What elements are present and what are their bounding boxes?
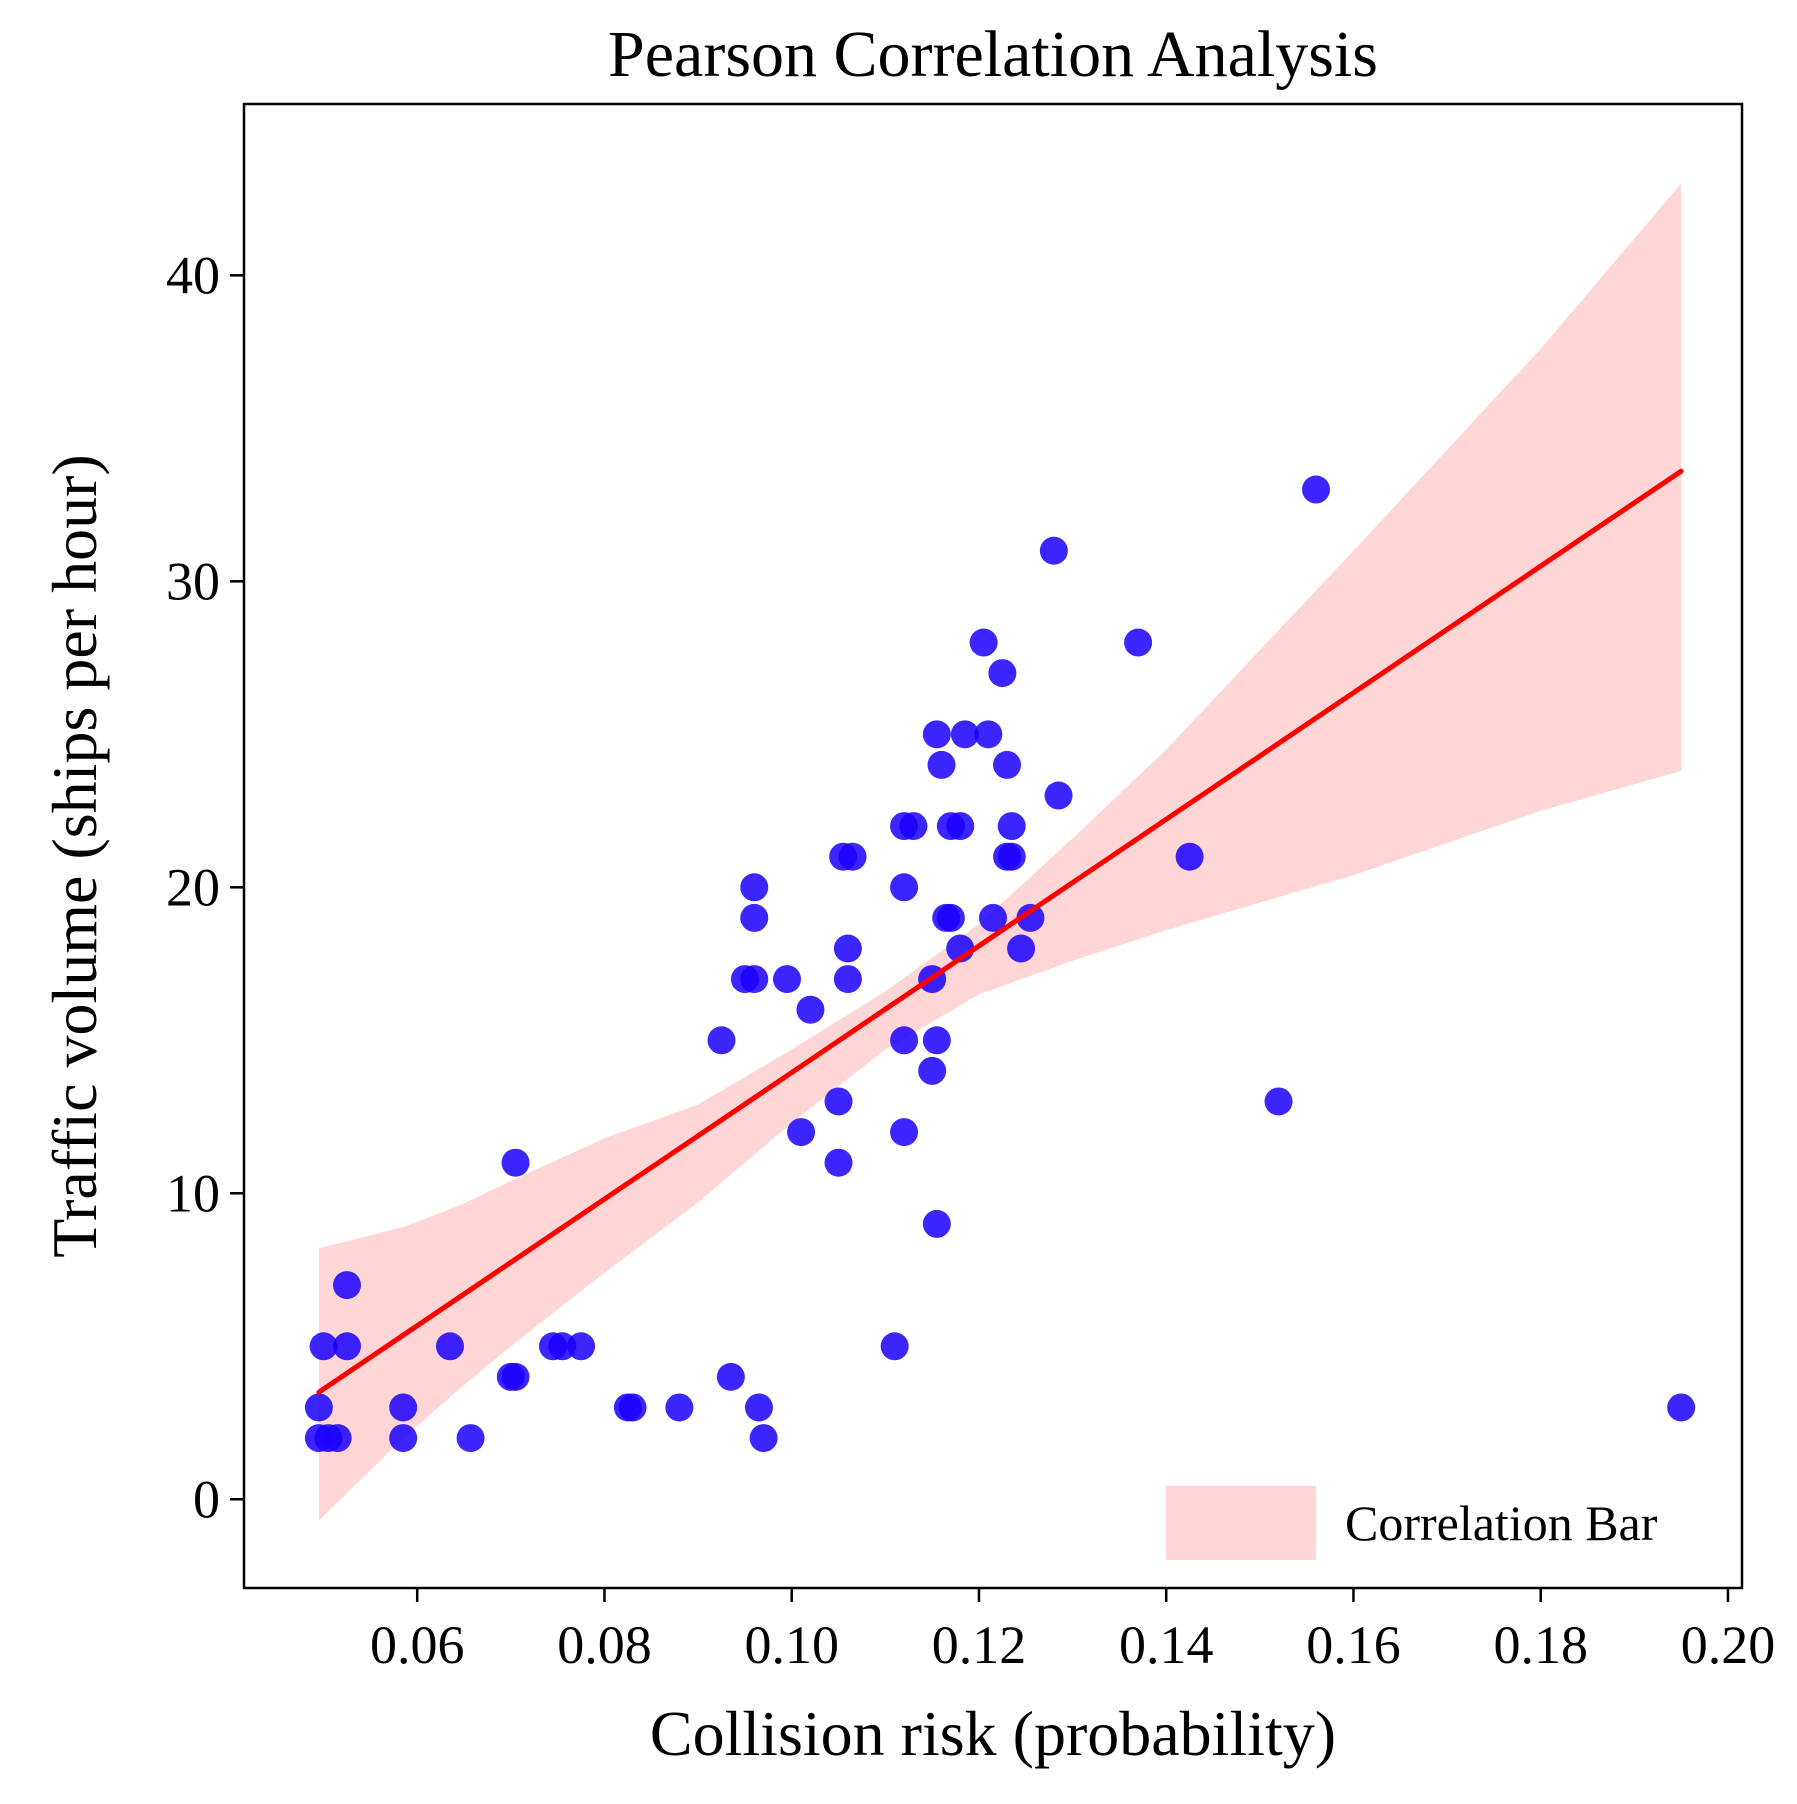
data-point <box>304 1393 333 1422</box>
data-point <box>880 1332 909 1361</box>
x-tick-label: 0.20 <box>1681 1615 1776 1675</box>
legend-label-correlation-bar: Correlation Bar <box>1345 1495 1658 1551</box>
legend-swatch-correlation-bar <box>1166 1486 1316 1560</box>
data-point <box>501 1362 530 1391</box>
data-point <box>1016 903 1045 932</box>
y-tick-label: 20 <box>166 857 220 917</box>
data-point <box>922 720 951 749</box>
data-point <box>740 873 769 902</box>
data-point <box>833 934 862 963</box>
data-point <box>899 812 928 841</box>
x-tick-label: 0.06 <box>370 1615 465 1675</box>
data-point <box>389 1393 418 1422</box>
x-tick-label: 0.10 <box>744 1615 839 1675</box>
y-tick-label: 30 <box>166 551 220 611</box>
data-point <box>890 1118 919 1147</box>
data-point <box>787 1118 816 1147</box>
data-point <box>979 903 1007 932</box>
data-point <box>993 842 1022 871</box>
data-point <box>796 995 825 1024</box>
x-tick-label: 0.08 <box>557 1615 652 1675</box>
data-point <box>1039 536 1068 565</box>
data-point <box>740 965 769 994</box>
confidence-band-layer <box>318 183 1682 1521</box>
x-tick-label: 0.18 <box>1493 1615 1588 1675</box>
y-tick-label: 0 <box>193 1469 220 1529</box>
plot-area-frame <box>242 102 1744 1590</box>
data-point <box>950 720 979 749</box>
data-point <box>1007 934 1036 963</box>
data-point <box>740 903 769 932</box>
data-point <box>309 1332 338 1361</box>
data-point <box>744 1393 773 1422</box>
data-point <box>988 659 1017 688</box>
regression-line <box>316 468 1684 1395</box>
data-point <box>749 1424 778 1453</box>
data-point <box>946 812 975 841</box>
data-point <box>1044 781 1073 810</box>
x-tick-label: 0.12 <box>932 1615 1027 1675</box>
data-point <box>997 812 1026 841</box>
data-point <box>927 750 956 779</box>
data-point <box>716 1362 745 1391</box>
data-point <box>890 873 919 902</box>
data-point <box>773 965 802 994</box>
data-point <box>974 720 1003 749</box>
data-point <box>1667 1393 1696 1422</box>
data-point <box>1264 1087 1293 1116</box>
data-point <box>618 1393 647 1422</box>
regression-line-layer <box>316 468 1684 1395</box>
data-point <box>918 1056 947 1085</box>
chart-title: Pearson Correlation Analysis <box>608 18 1378 91</box>
data-point <box>922 1209 951 1238</box>
data-point <box>567 1332 596 1361</box>
data-point <box>435 1332 464 1361</box>
y-axis-ticks: 0 10 20 30 40 <box>166 245 244 1529</box>
data-point <box>993 750 1022 779</box>
data-point <box>456 1424 485 1453</box>
data-point <box>332 1332 361 1361</box>
data-point <box>501 1148 530 1177</box>
data-point <box>1175 842 1204 871</box>
y-tick-label: 10 <box>166 1163 220 1223</box>
data-point <box>824 1148 853 1177</box>
y-tick-label: 40 <box>166 245 220 305</box>
data-point <box>323 1424 352 1453</box>
x-axis-label: Collision risk (probability) <box>650 1698 1336 1769</box>
legend: Correlation Bar <box>1166 1486 1658 1560</box>
x-axis-ticks: 0.06 0.08 0.10 0.12 0.14 0.16 0.18 0.20 <box>370 1588 1775 1675</box>
data-point <box>1124 628 1153 657</box>
data-point <box>833 965 862 994</box>
data-point <box>824 1087 853 1116</box>
data-point <box>707 1026 736 1055</box>
data-point <box>890 1026 919 1055</box>
x-tick-label: 0.16 <box>1306 1615 1401 1675</box>
y-axis-label: Traffic volume (ships per hour) <box>39 454 110 1257</box>
data-point <box>665 1393 694 1422</box>
data-point <box>969 628 998 657</box>
data-point <box>1302 475 1331 504</box>
data-point <box>922 1026 951 1055</box>
data-point <box>838 842 867 871</box>
data-point <box>389 1424 418 1453</box>
data-point <box>936 903 965 932</box>
data-points-layer <box>304 475 1696 1453</box>
confidence-band <box>318 183 1682 1521</box>
data-point <box>332 1271 361 1300</box>
x-tick-label: 0.14 <box>1119 1615 1214 1675</box>
